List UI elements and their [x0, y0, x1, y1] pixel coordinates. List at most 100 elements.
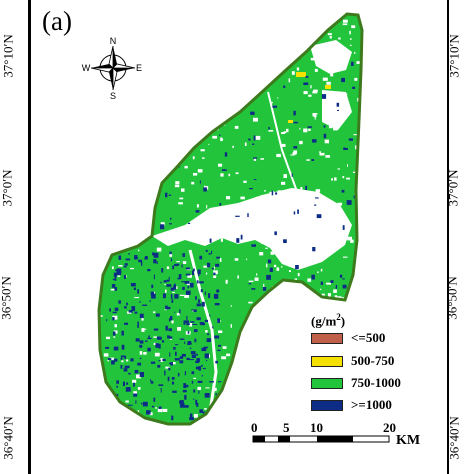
white-speckle	[202, 95, 204, 97]
white-speckle	[134, 297, 139, 299]
white-speckle	[153, 62, 159, 67]
legend-swatch-low	[311, 332, 343, 344]
white-gap-ne	[322, 90, 352, 130]
white-speckle	[268, 398, 273, 402]
blue-speckle	[189, 347, 192, 349]
blue-speckle	[220, 68, 222, 69]
blue-speckle	[120, 365, 123, 369]
white-speckle	[235, 370, 240, 374]
white-speckle	[308, 330, 310, 332]
white-speckle	[181, 188, 185, 192]
white-speckle	[259, 252, 264, 256]
white-speckle	[310, 85, 312, 89]
white-speckle	[281, 265, 283, 268]
blue-speckle	[211, 267, 215, 270]
blue-speckle	[174, 311, 176, 313]
blue-speckle	[123, 265, 127, 268]
blue-speckle	[199, 322, 204, 325]
white-speckle	[245, 212, 251, 214]
blue-speckle	[170, 362, 173, 366]
legend-label-mid-high: 750-1000	[351, 375, 401, 390]
blue-speckle	[189, 417, 194, 421]
white-speckle	[360, 188, 362, 192]
white-speckle	[343, 19, 348, 23]
white-speckle	[337, 296, 342, 298]
legend-item-high: >=1000	[311, 397, 392, 413]
white-speckle	[237, 226, 240, 228]
blue-speckle	[114, 276, 117, 281]
blue-speckle	[172, 390, 177, 393]
white-speckle	[145, 27, 148, 31]
white-speckle	[177, 136, 180, 140]
blue-speckle	[190, 321, 195, 323]
blue-speckle	[193, 268, 195, 272]
blue-speckle	[248, 283, 252, 285]
blue-speckle	[213, 293, 219, 299]
blue-speckle	[171, 299, 174, 303]
blue-speckle	[168, 276, 170, 282]
blue-speckle	[262, 287, 267, 291]
white-speckle	[299, 127, 301, 130]
white-speckle	[290, 154, 295, 156]
white-speckle	[176, 134, 181, 137]
white-speckle	[131, 105, 134, 109]
white-speckle	[127, 141, 132, 145]
white-speckle	[200, 96, 204, 101]
white-speckle	[126, 193, 131, 196]
blue-speckle	[176, 263, 180, 266]
white-speckle	[293, 363, 296, 366]
blue-speckle	[104, 392, 108, 398]
blue-speckle	[157, 364, 161, 368]
white-speckle	[323, 92, 328, 96]
white-speckle	[206, 204, 208, 209]
blue-speckle	[169, 223, 172, 225]
blue-speckle	[118, 414, 120, 418]
white-speckle	[147, 104, 149, 107]
white-speckle	[221, 356, 227, 360]
white-speckle	[269, 191, 273, 194]
blue-speckle	[178, 274, 182, 279]
white-speckle	[229, 38, 231, 41]
blue-speckle	[201, 347, 207, 352]
white-speckle	[294, 36, 296, 39]
panel-label: (a)	[42, 6, 72, 36]
white-speckle	[169, 253, 173, 257]
white-speckle	[311, 304, 314, 308]
blue-speckle	[161, 340, 165, 343]
white-speckle	[320, 288, 322, 291]
blue-speckle	[204, 319, 208, 322]
white-speckle	[169, 106, 172, 109]
white-speckle	[208, 143, 210, 145]
blue-speckle	[181, 281, 186, 283]
white-speckle	[241, 350, 245, 353]
blue-speckle	[251, 244, 256, 247]
blue-speckle	[134, 370, 139, 374]
white-speckle	[283, 131, 287, 134]
legend-label-mid-low: 500-750	[351, 353, 395, 368]
blue-speckle	[171, 381, 175, 385]
white-speckle	[303, 91, 308, 95]
blue-speckle	[336, 102, 340, 107]
blue-speckle	[189, 359, 194, 361]
blue-speckle	[271, 190, 274, 196]
blue-speckle	[174, 294, 179, 299]
white-speckle	[271, 101, 273, 104]
blue-speckle	[307, 126, 312, 128]
white-speckle	[308, 374, 310, 379]
blue-speckle	[139, 301, 141, 303]
white-speckle	[137, 183, 142, 187]
blue-speckle	[160, 224, 165, 230]
blue-speckle	[250, 111, 255, 115]
blue-speckle	[209, 238, 212, 243]
white-speckle	[197, 169, 203, 173]
white-speckle	[229, 65, 231, 67]
white-speckle	[254, 234, 259, 238]
white-speckle	[333, 289, 337, 293]
white-speckle	[296, 67, 300, 71]
white-speckle	[123, 107, 127, 111]
blue-speckle	[187, 222, 191, 224]
blue-speckle	[145, 340, 148, 342]
blue-speckle	[150, 361, 156, 364]
blue-speckle	[167, 376, 170, 382]
white-speckle	[332, 67, 335, 71]
